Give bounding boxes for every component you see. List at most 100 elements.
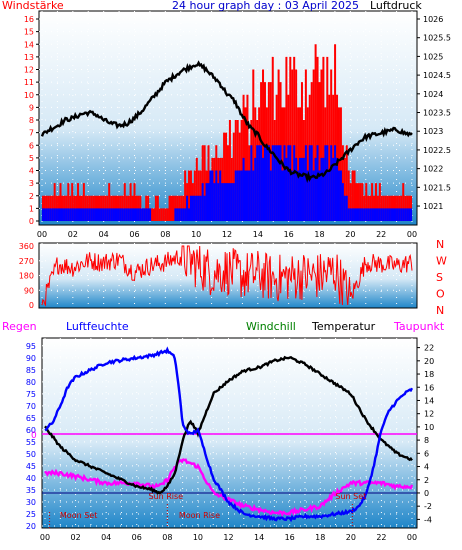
wind-bar: [312, 170, 315, 221]
wind-tick-label: 11: [24, 78, 34, 87]
wind-bar: [234, 170, 237, 221]
gust-bar: [133, 183, 136, 221]
chart-title: 24 hour graph day : 03 April 2025: [172, 0, 359, 12]
pressure-tick-label: 1023: [423, 127, 443, 136]
wind-bar: [318, 170, 321, 221]
wind-bar: [332, 157, 335, 221]
gust-bar: [166, 208, 169, 221]
time-tick-label: 08: [160, 230, 170, 239]
gust-bar: [365, 183, 368, 221]
gust-bar: [326, 56, 329, 221]
wind-bar: [217, 183, 220, 221]
time-tick-label: 04: [99, 230, 109, 239]
sun-set-label: Sun Set: [335, 492, 366, 501]
wind-bar: [117, 208, 120, 221]
gust-bar: [306, 107, 309, 221]
humidity-tick-label: 65: [26, 414, 36, 423]
wind-bar: [197, 195, 200, 221]
wind-bar: [82, 208, 85, 221]
gust-bar: [77, 183, 80, 221]
wind-bar: [205, 183, 208, 221]
time-tick-label: 22: [376, 230, 386, 239]
wind-bars: [41, 145, 413, 221]
temperature-tick-label: 4: [424, 463, 429, 472]
gust-bar: [225, 132, 228, 221]
wind-bar: [45, 208, 48, 221]
wind-bar: [199, 195, 202, 221]
temperature-time-axis-ticks: 00 02 04 06 08 10 12 14 16 18 20 22 00: [40, 533, 417, 542]
wind-bar: [57, 208, 60, 221]
gust-bar: [328, 94, 331, 221]
wind-bar: [388, 208, 391, 221]
time-tick-label: 14: [254, 533, 264, 542]
wind-bar: [221, 183, 224, 221]
gust-bar: [162, 208, 165, 221]
temperature-tick-label: -2: [424, 502, 432, 511]
humidity-tick-label: 55: [26, 438, 36, 447]
compass-label: O: [436, 288, 445, 301]
wind-bar: [392, 208, 395, 221]
time-tick-label: 06: [129, 230, 139, 239]
gust-bar: [297, 107, 300, 221]
wind-bar: [386, 208, 389, 221]
wind-bar: [250, 145, 253, 221]
regen-label: Regen: [2, 320, 37, 333]
wind-bar: [230, 183, 233, 221]
wind-bar: [147, 208, 150, 221]
wind-bar: [265, 145, 268, 221]
temperature-axis-ticks: -4 -2 0 2 4 6 8 10 12 14 16 18 20 22: [417, 344, 434, 524]
direction-axis-ticks: 360 270 180 90 0: [19, 242, 34, 310]
pressure-tick-label: 1025.5: [423, 34, 451, 43]
gust-bar: [402, 183, 405, 221]
gust-bar: [156, 195, 159, 221]
time-tick-label: 14: [253, 230, 263, 239]
wind-bar: [262, 157, 265, 221]
wind-bar: [406, 208, 409, 221]
wind-bar: [51, 208, 54, 221]
temperature-tick-label: 10: [424, 423, 434, 432]
time-tick-label: 08: [162, 533, 172, 542]
gust-bar: [67, 183, 70, 221]
gust-bar: [71, 183, 74, 221]
wind-bar: [123, 208, 126, 221]
pressure-line: [40, 60, 413, 184]
wind-bar: [287, 145, 290, 221]
wind-bar: [339, 170, 342, 221]
wind-bar: [219, 170, 222, 221]
wind-bar: [328, 170, 331, 221]
wind-bar: [343, 195, 346, 221]
wind-bar: [119, 208, 122, 221]
wind-bar: [300, 157, 303, 221]
wind-bar: [121, 208, 124, 221]
temperature-tick-label: 6: [424, 449, 429, 458]
wind-bar: [228, 183, 231, 221]
time-tick-label: 06: [132, 533, 142, 542]
wind-bar: [390, 208, 393, 221]
time-tick-label: 00: [407, 533, 417, 542]
time-tick-label: 20: [345, 230, 355, 239]
wind-bar: [289, 145, 292, 221]
gust-bar: [158, 208, 161, 221]
humidity-tick-label: 50: [26, 450, 36, 459]
gust-bar: [170, 195, 173, 221]
time-tick-label: 04: [101, 533, 111, 542]
humidity-tick-label: 95: [26, 342, 36, 351]
gust-bar: [351, 170, 354, 221]
humidity-tick-label: 70: [26, 402, 36, 411]
humidity-tick-label: 40: [26, 474, 36, 483]
gust-bar: [318, 82, 321, 221]
wind-bar: [65, 208, 68, 221]
gust-bar: [293, 56, 296, 221]
wind-bar: [357, 208, 360, 221]
wind-bar: [269, 170, 272, 221]
wind-tick-label: 15: [24, 28, 34, 37]
wind-bar: [367, 208, 370, 221]
wind-bar: [374, 208, 377, 221]
luftfeuchte-label: Luftfeuchte: [66, 320, 129, 333]
time-tick-label: 20: [346, 533, 356, 542]
wind-bar: [410, 208, 413, 221]
wind-bar: [404, 208, 407, 221]
